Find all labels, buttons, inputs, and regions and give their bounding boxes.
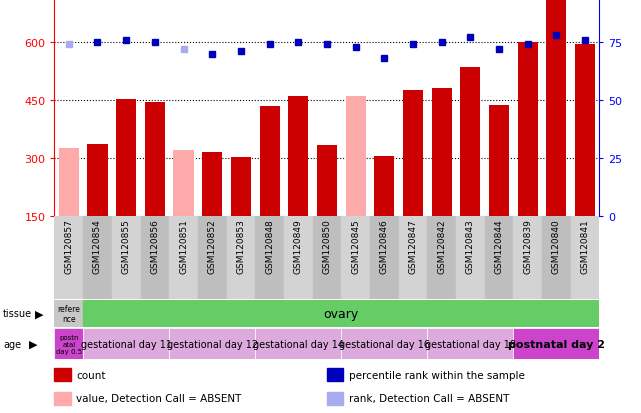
Bar bbox=[145, 103, 165, 216]
Text: GSM120841: GSM120841 bbox=[581, 219, 590, 273]
Text: count: count bbox=[76, 370, 106, 380]
Bar bbox=[83, 328, 169, 359]
Bar bbox=[428, 328, 513, 359]
Text: gestational day 11: gestational day 11 bbox=[81, 339, 172, 349]
Bar bbox=[83, 216, 112, 299]
Bar bbox=[327, 392, 344, 405]
Bar bbox=[341, 216, 370, 299]
Bar bbox=[54, 328, 83, 359]
Text: GSM120857: GSM120857 bbox=[64, 219, 73, 274]
Bar bbox=[460, 68, 480, 216]
Text: GSM120840: GSM120840 bbox=[552, 219, 561, 273]
Bar bbox=[403, 91, 423, 216]
Text: percentile rank within the sample: percentile rank within the sample bbox=[349, 370, 524, 380]
Text: ovary: ovary bbox=[324, 307, 359, 320]
Text: GSM120844: GSM120844 bbox=[494, 219, 503, 273]
Bar bbox=[255, 328, 341, 359]
Bar bbox=[513, 216, 542, 299]
Bar bbox=[87, 145, 108, 216]
Text: refere
nce: refere nce bbox=[58, 304, 80, 323]
Text: GSM120855: GSM120855 bbox=[122, 219, 131, 274]
Text: age: age bbox=[3, 339, 21, 349]
Text: tissue: tissue bbox=[3, 309, 32, 319]
Text: gestational day 16: gestational day 16 bbox=[338, 339, 429, 349]
Text: GSM120854: GSM120854 bbox=[93, 219, 102, 273]
Text: gestational day 18: gestational day 18 bbox=[425, 339, 516, 349]
Text: GSM120842: GSM120842 bbox=[437, 219, 446, 273]
Text: GSM120846: GSM120846 bbox=[379, 219, 388, 273]
Text: ▶: ▶ bbox=[35, 309, 44, 319]
Bar bbox=[489, 105, 509, 216]
Bar bbox=[288, 97, 308, 216]
Bar bbox=[116, 100, 137, 216]
Bar bbox=[231, 157, 251, 216]
Bar bbox=[575, 45, 595, 216]
Bar bbox=[112, 216, 140, 299]
Text: value, Detection Call = ABSENT: value, Detection Call = ABSENT bbox=[76, 394, 242, 404]
Bar bbox=[374, 157, 394, 216]
Bar bbox=[255, 216, 284, 299]
Text: GSM120839: GSM120839 bbox=[523, 219, 532, 274]
Bar bbox=[370, 216, 399, 299]
Text: postnatal day 2: postnatal day 2 bbox=[508, 339, 605, 349]
Bar bbox=[226, 216, 255, 299]
Text: ▶: ▶ bbox=[29, 339, 37, 349]
Text: postn
atal
day 0.5: postn atal day 0.5 bbox=[56, 334, 82, 354]
Bar bbox=[169, 216, 198, 299]
Bar bbox=[198, 216, 226, 299]
Text: GSM120849: GSM120849 bbox=[294, 219, 303, 273]
Bar bbox=[456, 216, 485, 299]
Bar bbox=[546, 0, 567, 216]
Bar bbox=[345, 97, 365, 216]
Text: GSM120853: GSM120853 bbox=[237, 219, 246, 274]
Bar bbox=[54, 216, 83, 299]
Bar bbox=[260, 107, 279, 216]
Bar bbox=[341, 328, 428, 359]
Text: GSM120856: GSM120856 bbox=[151, 219, 160, 274]
Bar bbox=[485, 216, 513, 299]
Text: gestational day 12: gestational day 12 bbox=[167, 339, 258, 349]
Bar bbox=[59, 149, 79, 216]
Text: GSM120848: GSM120848 bbox=[265, 219, 274, 273]
Text: GSM120847: GSM120847 bbox=[408, 219, 417, 273]
Text: GSM120850: GSM120850 bbox=[322, 219, 331, 274]
Bar bbox=[431, 89, 452, 216]
Bar bbox=[542, 216, 570, 299]
Bar bbox=[513, 328, 599, 359]
Bar bbox=[570, 216, 599, 299]
Text: rank, Detection Call = ABSENT: rank, Detection Call = ABSENT bbox=[349, 394, 509, 404]
Text: GSM120852: GSM120852 bbox=[208, 219, 217, 273]
Bar bbox=[327, 368, 344, 381]
Bar bbox=[54, 300, 83, 327]
Bar bbox=[54, 392, 71, 405]
Text: gestational day 14: gestational day 14 bbox=[253, 339, 344, 349]
Bar bbox=[54, 368, 71, 381]
Bar bbox=[317, 146, 337, 216]
Text: GSM120845: GSM120845 bbox=[351, 219, 360, 273]
Text: GSM120843: GSM120843 bbox=[466, 219, 475, 273]
Bar bbox=[284, 216, 313, 299]
Bar bbox=[140, 216, 169, 299]
Bar bbox=[169, 328, 255, 359]
Bar bbox=[399, 216, 428, 299]
Bar bbox=[518, 43, 538, 216]
Text: GSM120851: GSM120851 bbox=[179, 219, 188, 274]
Bar bbox=[202, 153, 222, 216]
Bar bbox=[174, 151, 194, 216]
Bar bbox=[313, 216, 341, 299]
Bar bbox=[428, 216, 456, 299]
